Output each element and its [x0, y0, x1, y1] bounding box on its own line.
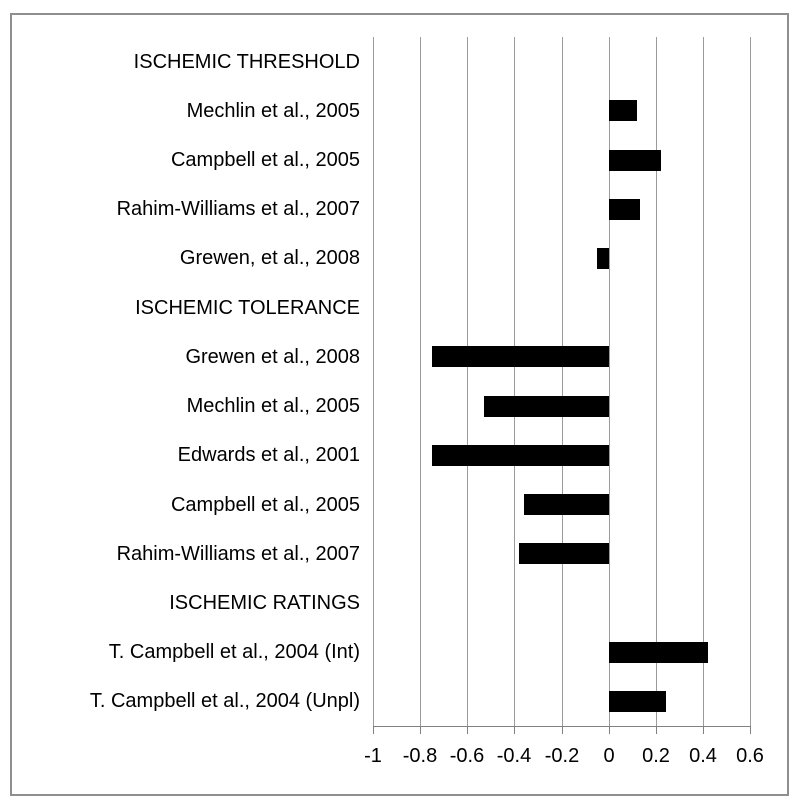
x-axis-tick: [656, 726, 657, 734]
x-axis-tick: [467, 726, 468, 734]
category-label: Rahim-Williams et al., 2007: [116, 543, 360, 565]
data-bar: [597, 248, 609, 269]
x-axis-tick-label: -0.2: [544, 745, 580, 767]
data-bar: [609, 199, 640, 220]
gridline: [420, 37, 421, 726]
data-bar: [609, 100, 637, 121]
gridline: [703, 37, 704, 726]
x-axis-tick-label: -0.8: [402, 745, 438, 767]
x-axis-tick: [373, 726, 374, 734]
data-bar: [609, 150, 661, 171]
x-axis-tick-label: 0.2: [642, 745, 670, 767]
gridline: [562, 37, 563, 726]
category-label: Grewen et al., 2008: [185, 346, 360, 368]
category-label: Grewen, et al., 2008: [179, 247, 360, 269]
category-label: T. Campbell et al., 2004 (Unpl): [89, 690, 360, 712]
gridline: [750, 37, 751, 726]
category-label: Mechlin et al., 2005: [186, 100, 360, 122]
category-label: Rahim-Williams et al., 2007: [116, 198, 360, 220]
section-header-label: ISCHEMIC TOLERANCE: [135, 297, 360, 319]
data-bar: [609, 691, 666, 712]
gridline: [373, 37, 374, 726]
x-axis-tick: [609, 726, 610, 734]
x-axis-tick: [420, 726, 421, 734]
gridline: [656, 37, 657, 726]
x-axis-tick: [514, 726, 515, 734]
x-axis-tick: [703, 726, 704, 734]
section-header-label: ISCHEMIC THRESHOLD: [133, 51, 360, 73]
x-axis-tick: [562, 726, 563, 734]
data-bar: [432, 346, 609, 367]
gridline: [467, 37, 468, 726]
data-bar: [524, 494, 609, 515]
gridline: [514, 37, 515, 726]
x-axis-tick-label: -0.4: [496, 745, 532, 767]
x-axis-tick: [750, 726, 751, 734]
category-label: Campbell et al., 2005: [170, 149, 360, 171]
category-label: Mechlin et al., 2005: [186, 395, 360, 417]
x-axis-tick-label: 0.4: [689, 745, 717, 767]
data-bar: [609, 642, 708, 663]
data-bar: [484, 396, 609, 417]
section-header-label: ISCHEMIC RATINGS: [169, 592, 360, 614]
x-axis-tick-label: -0.6: [449, 745, 485, 767]
category-label: T. Campbell et al., 2004 (Int): [108, 641, 360, 663]
data-bar: [432, 445, 609, 466]
x-axis-tick-label: -1: [364, 745, 382, 767]
chart-border-frame: [10, 13, 789, 796]
x-axis-tick-label: 0.6: [736, 745, 764, 767]
x-axis-tick-label: 0: [603, 745, 615, 767]
category-label: Edwards et al., 2001: [177, 444, 360, 466]
gridline: [609, 37, 610, 726]
data-bar: [519, 543, 609, 564]
category-label: Campbell et al., 2005: [170, 494, 360, 516]
